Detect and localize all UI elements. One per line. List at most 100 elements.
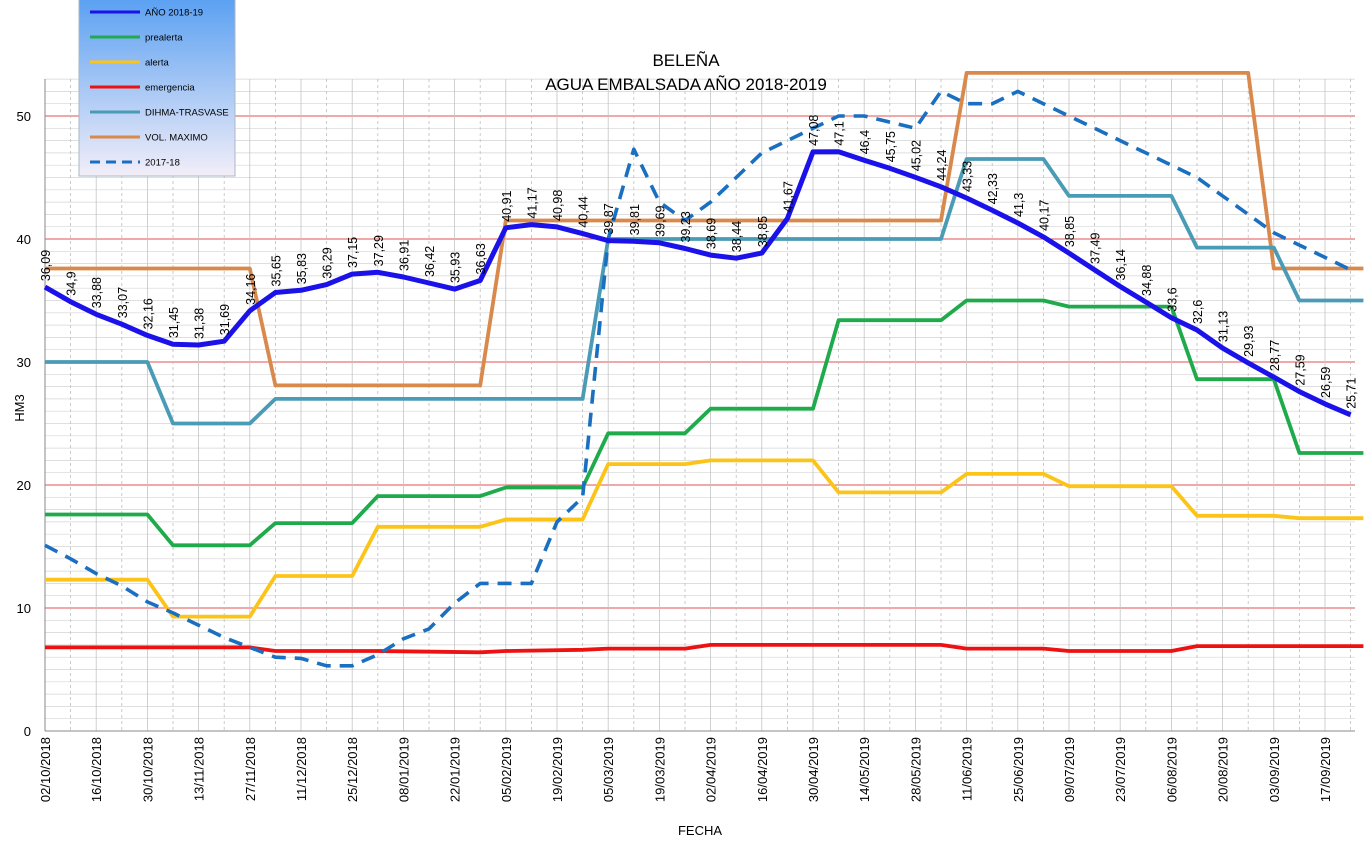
data-label: 29,93 xyxy=(1242,326,1256,357)
x-tick-label: 28/05/2019 xyxy=(908,737,923,802)
gridlines xyxy=(45,78,1355,731)
x-tick-label: 03/09/2019 xyxy=(1267,737,1282,802)
data-label: 36,63 xyxy=(474,243,488,274)
data-label: 32,16 xyxy=(141,298,155,329)
x-tick-label: 16/10/2018 xyxy=(89,737,104,802)
data-label: 38,85 xyxy=(756,216,770,247)
data-label: 31,45 xyxy=(167,307,181,338)
y-tick-label: 50 xyxy=(17,109,31,124)
x-tick-label: 25/12/2018 xyxy=(345,737,360,802)
data-label: 41,17 xyxy=(525,187,539,218)
series-line-5 xyxy=(45,71,1364,388)
series-line-3 xyxy=(45,643,1364,655)
data-label: 37,15 xyxy=(346,237,360,268)
data-label: 31,13 xyxy=(1217,311,1231,342)
y-tick-label: 0 xyxy=(24,724,31,739)
series-line-4 xyxy=(45,157,1364,426)
data-labels: 36,09 34,9 33,88 33,07 32,16 31,45 31,38 31,69 3… xyxy=(39,115,1359,409)
x-tick-label: 13/11/2018 xyxy=(192,737,207,801)
data-label: 34,9 xyxy=(65,271,79,295)
legend-label: prealerta xyxy=(145,33,183,44)
x-axis-label: FECHA xyxy=(678,823,722,838)
series-line-6 xyxy=(44,89,1352,668)
x-tick-label: 11/12/2018 xyxy=(294,737,309,801)
data-label: 47,1 xyxy=(833,121,847,145)
legend: AÑO 2018-19 prealerta alerta emergencia DIHM… xyxy=(78,0,236,177)
data-label: 37,49 xyxy=(1089,233,1103,264)
x-tick-label: 19/03/2019 xyxy=(652,737,667,802)
data-label: 39,81 xyxy=(628,204,642,235)
data-label: 39,69 xyxy=(653,205,667,236)
data-label: 35,83 xyxy=(295,253,309,284)
x-tick-label: 30/10/2018 xyxy=(140,737,155,802)
data-label: 46,4 xyxy=(858,130,872,154)
data-label: 45,75 xyxy=(884,131,898,162)
data-label: 35,93 xyxy=(449,252,463,283)
x-tick-label: 16/04/2019 xyxy=(755,737,770,802)
data-label: 39,23 xyxy=(679,211,693,242)
x-tick-label: 08/01/2019 xyxy=(396,737,411,802)
data-label: 26,59 xyxy=(1319,367,1333,398)
x-tick-label: 17/09/2019 xyxy=(1318,737,1333,802)
x-tick-label: 05/02/2019 xyxy=(499,737,514,802)
x-tick-label: 27/11/2018 xyxy=(243,737,258,801)
data-label: 44,24 xyxy=(935,150,949,181)
series-line-2 xyxy=(45,458,1364,619)
x-tick-label: 20/08/2019 xyxy=(1216,737,1231,802)
legend-label: emergencia xyxy=(145,83,195,94)
y-tick-label: 30 xyxy=(17,355,31,370)
series-line-0 xyxy=(43,149,1352,418)
chart-subtitle: AGUA EMBALSADA AÑO 2018-2019 xyxy=(545,75,827,94)
x-tick-label: 25/06/2019 xyxy=(1011,737,1026,802)
x-tick-label: 23/07/2019 xyxy=(1113,737,1128,802)
data-label: 27,59 xyxy=(1293,354,1307,385)
y-axis-label: HM3 xyxy=(12,394,27,421)
data-label: 36,14 xyxy=(1114,249,1128,280)
data-label: 42,33 xyxy=(986,173,1000,204)
x-tick-label: 02/04/2019 xyxy=(704,737,719,802)
data-label: 40,17 xyxy=(1037,200,1051,231)
x-tick-label: 11/06/2019 xyxy=(960,737,975,801)
data-label: 31,38 xyxy=(193,308,207,339)
data-label: 28,77 xyxy=(1268,340,1282,371)
data-label: 40,91 xyxy=(500,190,514,221)
data-label: 36,42 xyxy=(423,246,437,277)
x-tick-label: 06/08/2019 xyxy=(1164,737,1179,802)
x-tick-label: 22/01/2019 xyxy=(448,737,463,802)
chart-title: BELEÑA xyxy=(652,51,720,70)
data-label: 41,67 xyxy=(781,181,795,212)
data-label: 33,88 xyxy=(90,277,104,308)
x-tick-label: 19/02/2019 xyxy=(550,737,565,802)
data-label: 39,87 xyxy=(602,203,616,234)
x-tick-label: 09/07/2019 xyxy=(1062,737,1077,802)
legend-label: 2017-18 xyxy=(145,158,180,169)
y-tick-label: 40 xyxy=(17,232,31,247)
data-label: 32,6 xyxy=(1191,300,1205,324)
x-tick-label: 30/04/2019 xyxy=(806,737,821,802)
x-tick-label: 14/05/2019 xyxy=(857,737,872,802)
legend-label: AÑO 2018-19 xyxy=(145,8,203,19)
data-label: 35,65 xyxy=(269,255,283,286)
data-label: 45,02 xyxy=(909,140,923,171)
data-label: 38,44 xyxy=(730,221,744,252)
data-label: 33,6 xyxy=(1165,287,1179,311)
axes: 0 10 20 30 40 50 02/10/2018 16/10/2018 30/10/201… xyxy=(17,79,1355,802)
data-label: 25,71 xyxy=(1345,377,1359,408)
data-label: 38,69 xyxy=(705,218,719,249)
data-label: 47,08 xyxy=(807,115,821,146)
legend-label: alerta xyxy=(145,58,169,69)
x-tick-label: 02/10/2018 xyxy=(38,737,53,802)
data-label: 38,85 xyxy=(1063,216,1077,247)
y-tick-label: 10 xyxy=(17,601,31,616)
y-tick-label: 20 xyxy=(17,478,31,493)
data-label: 37,29 xyxy=(372,235,386,266)
data-label: 33,07 xyxy=(116,287,130,318)
data-label: 36,29 xyxy=(321,247,335,278)
x-tick-label: 05/03/2019 xyxy=(601,737,616,802)
data-label: 36,09 xyxy=(39,250,53,281)
data-label: 41,3 xyxy=(1012,193,1026,217)
legend-label: VOL. MAXIMO xyxy=(145,133,208,144)
legend-label: DIHMA-TRASVASE xyxy=(145,108,229,119)
data-label: 36,91 xyxy=(397,240,411,271)
